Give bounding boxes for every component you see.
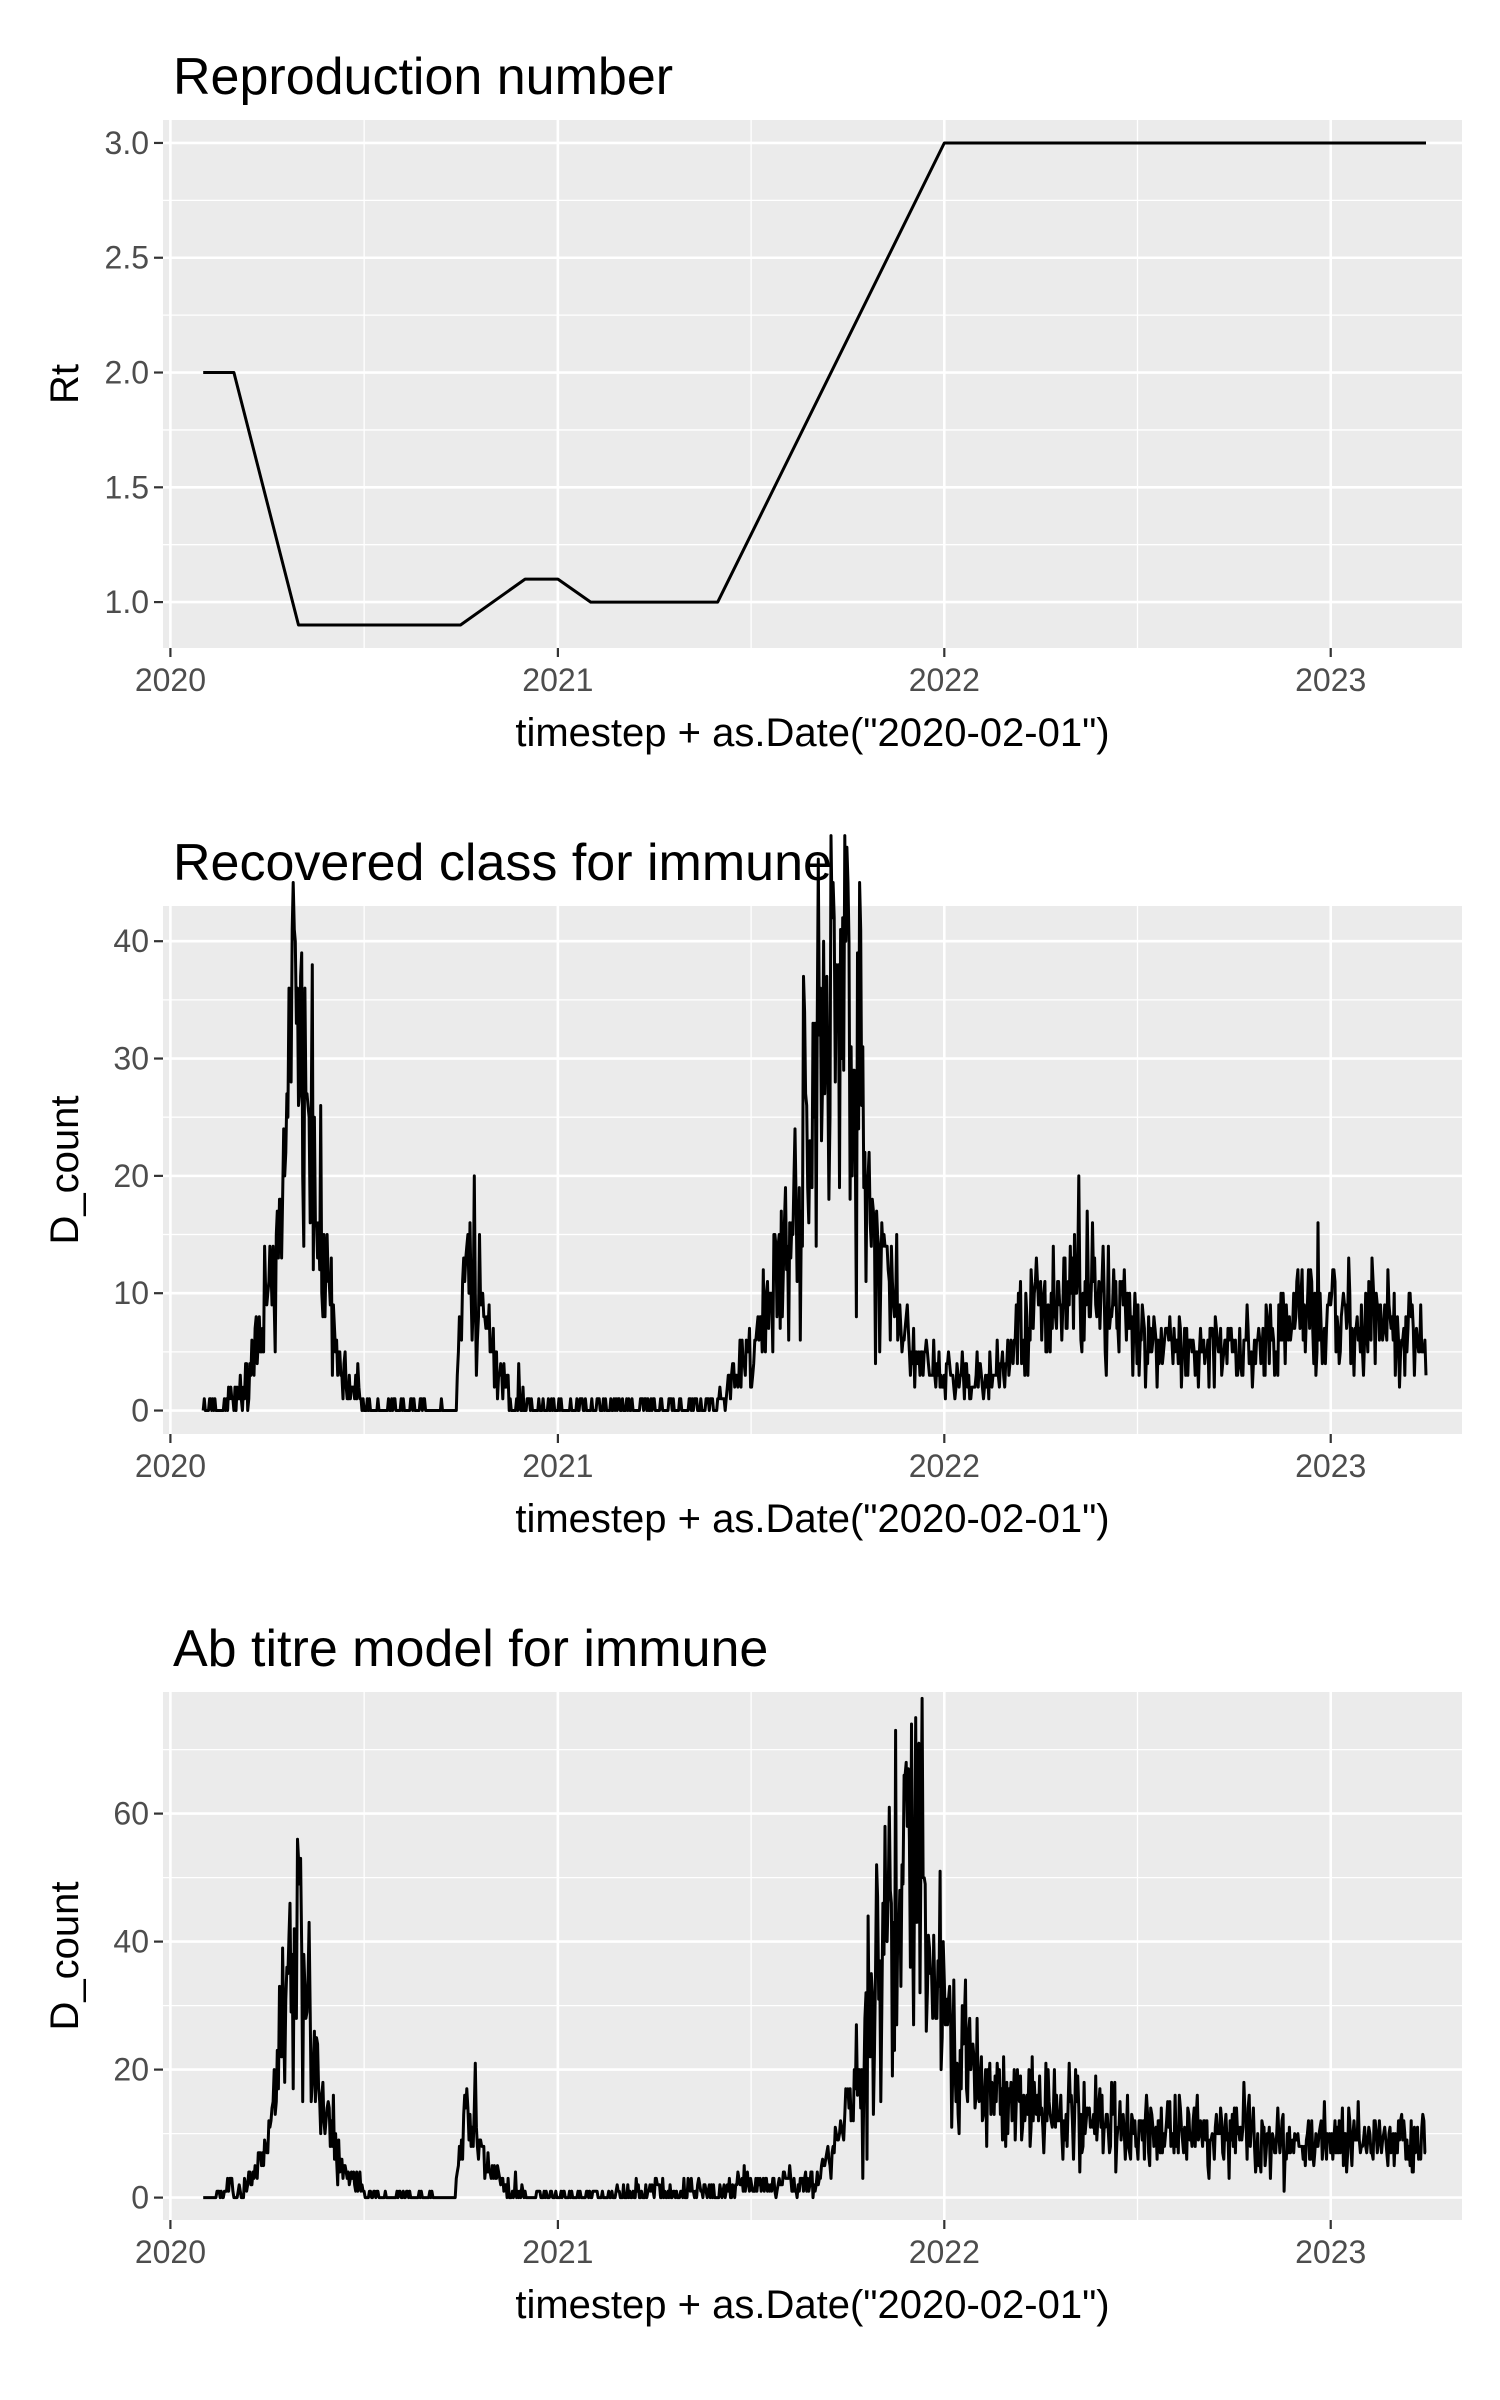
chart-panel-2: Recovered class for immune 2020 2021 2022 20… xyxy=(43,834,1462,1541)
x-tick-label: 2022 xyxy=(909,2234,980,2270)
chart-title: Ab titre model for immune xyxy=(173,1620,768,1678)
y-tick-label: 40 xyxy=(113,923,149,959)
x-tick-label: 2023 xyxy=(1295,1448,1366,1484)
x-tick-label: 2021 xyxy=(522,2234,593,2270)
y-tick-label: 30 xyxy=(113,1041,149,1077)
y-tick-label: 1.0 xyxy=(105,584,149,620)
x-tick-label: 2021 xyxy=(522,662,593,698)
chart-panel-1: Reproduction number 2020 2021 2022 2023 1.0 1.… xyxy=(43,48,1462,755)
chart-title: Reproduction number xyxy=(173,48,673,106)
y-axis-title: D_count xyxy=(43,1096,87,1245)
x-tick-label: 2020 xyxy=(135,662,206,698)
x-axis-title: timestep + as.Date("2020-02-01") xyxy=(515,1497,1109,1541)
x-tick-label: 2020 xyxy=(135,1448,206,1484)
x-axis-title: timestep + as.Date("2020-02-01") xyxy=(515,2283,1109,2327)
y-tick-label: 10 xyxy=(113,1275,149,1311)
y-tick-label: 3.0 xyxy=(105,125,149,161)
y-tick-label: 2.5 xyxy=(105,240,149,276)
y-tick-label: 1.5 xyxy=(105,469,149,505)
plot-panel-background xyxy=(163,120,1462,648)
x-tick-label: 2023 xyxy=(1295,2234,1366,2270)
x-axis-title: timestep + as.Date("2020-02-01") xyxy=(515,711,1109,755)
y-tick-label: 20 xyxy=(113,2052,149,2088)
y-tick-label: 0 xyxy=(131,1393,149,1429)
y-axis-title: D_count xyxy=(43,1882,87,2031)
y-tick-label: 0 xyxy=(131,2180,149,2216)
chart-title: Recovered class for immune xyxy=(173,834,832,892)
x-tick-label: 2020 xyxy=(135,2234,206,2270)
series-line xyxy=(202,1696,1427,2200)
y-axis-title: Rt xyxy=(43,364,87,404)
series-line xyxy=(203,141,1426,627)
x-tick-label: 2023 xyxy=(1295,662,1366,698)
x-tick-label: 2021 xyxy=(522,1448,593,1484)
y-tick-label: 60 xyxy=(113,1796,149,1832)
x-tick-label: 2022 xyxy=(909,1448,980,1484)
y-tick-label: 20 xyxy=(113,1158,149,1194)
series-line xyxy=(201,834,1428,1412)
y-tick-label: 2.0 xyxy=(105,355,149,391)
y-tick-label: 40 xyxy=(113,1924,149,1960)
x-tick-label: 2022 xyxy=(909,662,980,698)
